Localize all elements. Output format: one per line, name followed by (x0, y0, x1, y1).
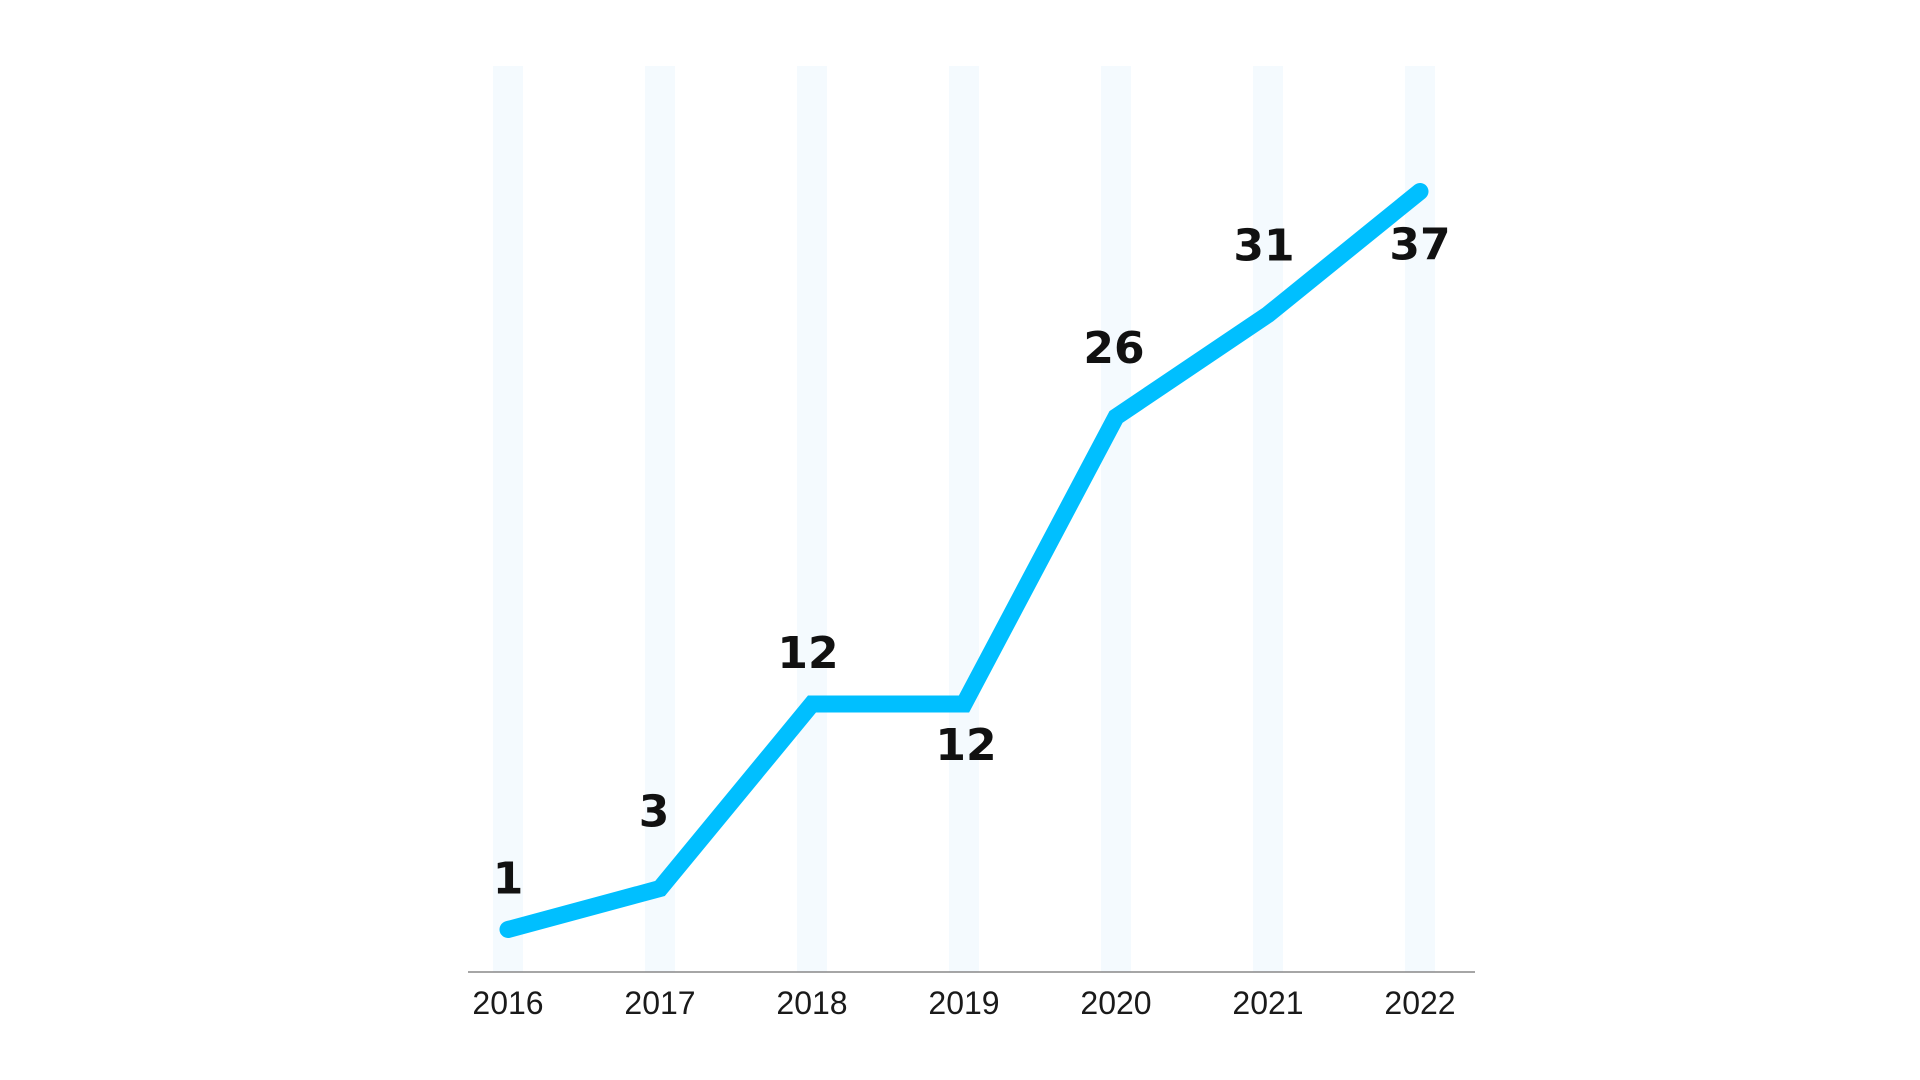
data-point-2020 (1115, 416, 1117, 418)
grid-band-2021 (1253, 66, 1283, 972)
x-tick-label-2018: 2018 (776, 985, 847, 1021)
data-point-2021 (1267, 314, 1269, 315)
grid-bands (493, 66, 1435, 972)
grid-band-2018 (797, 66, 827, 972)
data-label-2017: 3 (639, 787, 670, 838)
grid-band-2022 (1405, 66, 1435, 972)
data-label-2019: 12 (935, 720, 996, 771)
data-point-2017 (659, 888, 661, 889)
data-label-2018: 12 (777, 628, 838, 679)
grid-band-2019 (949, 66, 979, 972)
x-tick-label-2016: 2016 (472, 985, 543, 1021)
x-tick-label-2020: 2020 (1080, 985, 1151, 1021)
data-points (507, 191, 1421, 930)
data-point-2019 (963, 703, 965, 705)
data-point-2016 (507, 929, 509, 930)
grid-band-2017 (645, 66, 675, 972)
grid-band-2016 (493, 66, 523, 972)
data-point-2018 (811, 703, 813, 705)
data-label-2022: 37 (1389, 220, 1450, 271)
data-point-2022 (1419, 191, 1421, 192)
x-tick-labels: 2016 2017 2018 2019 2020 2021 2022 (472, 985, 1455, 1021)
x-tick-label-2019: 2019 (928, 985, 999, 1021)
x-tick-label-2017: 2017 (624, 985, 695, 1021)
grid-band-2020 (1101, 66, 1131, 972)
x-tick-label-2022: 2022 (1384, 985, 1455, 1021)
data-labels: 1 3 12 12 26 31 37 (493, 220, 1451, 905)
data-label-2021: 31 (1233, 221, 1294, 272)
data-label-2016: 1 (493, 854, 524, 905)
x-tick-label-2021: 2021 (1232, 985, 1303, 1021)
data-label-2020: 26 (1083, 323, 1144, 374)
